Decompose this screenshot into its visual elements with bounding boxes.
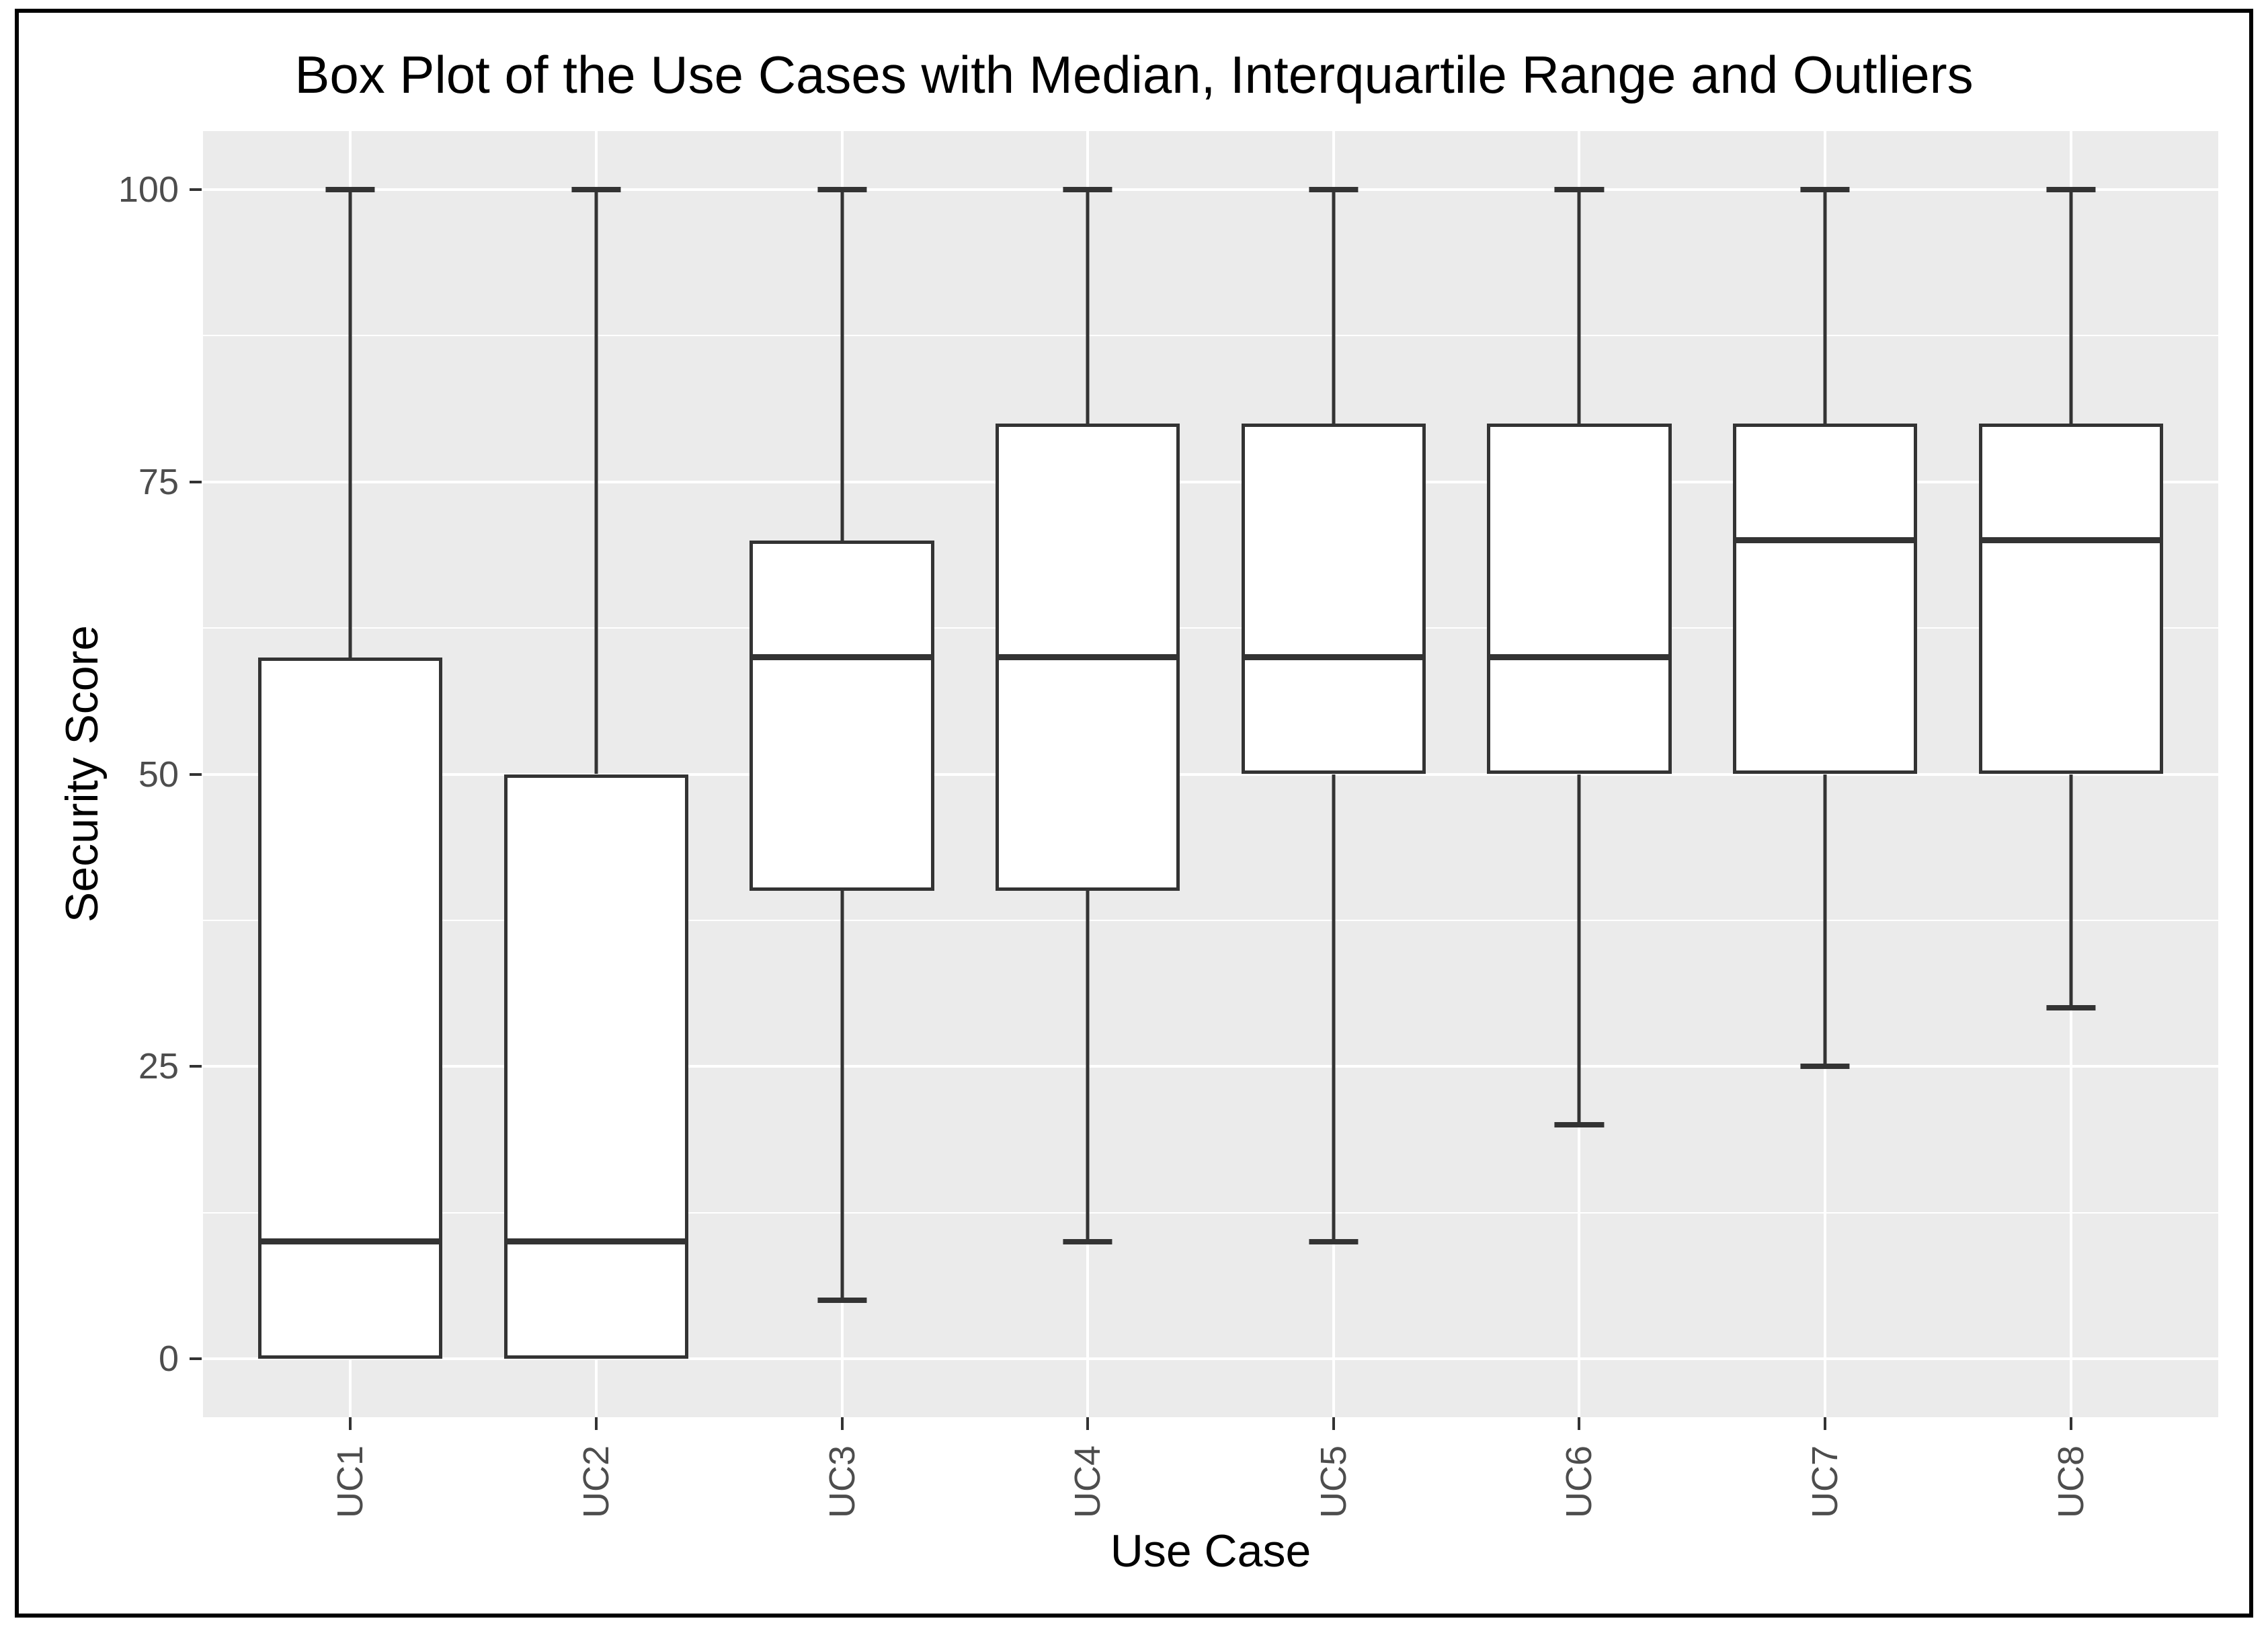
whisker-cap-upper <box>1554 186 1604 192</box>
y-tick-label: 50 <box>138 754 179 795</box>
whisker-lower <box>1823 774 1827 1067</box>
gridline-minor-horizontal <box>203 919 2218 921</box>
median-line-UC1 <box>258 1238 443 1245</box>
x-axis: UC1 UC2 UC3 UC4 UC5 UC6 UC7 UC8 <box>203 1417 2218 1619</box>
whisker-cap-upper <box>817 186 867 192</box>
gridline-major-horizontal <box>203 1065 2218 1068</box>
x-tick-label-UC4: UC4 <box>1067 1445 1108 1519</box>
iqr-box-UC1 <box>258 657 443 1359</box>
whisker-lower <box>1577 774 1581 1125</box>
whisker-cap-lower <box>1554 1122 1604 1128</box>
iqr-box-UC8 <box>1978 423 2163 774</box>
iqr-box-UC5 <box>1241 423 1426 774</box>
figure-border <box>15 9 2253 1618</box>
x-tick-label-UC5: UC5 <box>1313 1445 1354 1519</box>
x-tick-mark <box>1086 1417 1090 1430</box>
y-axis: 0 25 50 75 100 <box>0 131 203 1417</box>
y-tick-mark <box>190 1065 202 1068</box>
iqr-box-UC6 <box>1487 423 1672 774</box>
whisker-cap-upper <box>1063 186 1112 192</box>
whisker-cap-upper <box>325 186 375 192</box>
x-tick-mark <box>349 1417 352 1430</box>
median-line-UC8 <box>1978 537 2163 543</box>
whisker-upper <box>1086 189 1090 424</box>
gridline-minor-horizontal <box>203 627 2218 629</box>
gridline-minor-horizontal <box>203 1211 2218 1214</box>
chart-title: Box Plot of the Use Cases with Median, I… <box>294 45 1974 104</box>
iqr-box-UC7 <box>1732 423 1918 774</box>
median-line-UC4 <box>996 653 1180 660</box>
median-line-UC6 <box>1487 653 1672 660</box>
y-tick-mark <box>190 188 202 191</box>
median-line-UC3 <box>750 653 934 660</box>
y-tick-label: 25 <box>138 1046 179 1087</box>
x-tick-label-UC8: UC8 <box>2050 1445 2091 1519</box>
gridline-minor-horizontal <box>203 335 2218 337</box>
plot-panel <box>203 131 2218 1417</box>
gridline-major-horizontal <box>203 188 2218 191</box>
x-tick-mark <box>594 1417 598 1430</box>
whisker-cap-lower <box>2046 1005 2096 1011</box>
y-tick-label: 75 <box>138 461 179 502</box>
whisker-cap-upper <box>1309 186 1359 192</box>
whisker-lower <box>2069 774 2073 1008</box>
x-tick-label-UC1: UC1 <box>330 1445 371 1519</box>
x-tick-label-UC6: UC6 <box>1559 1445 1600 1519</box>
whisker-lower <box>1332 774 1336 1242</box>
y-tick-label: 100 <box>118 169 179 210</box>
whisker-cap-upper <box>2046 186 2096 192</box>
gridline-major-horizontal <box>203 772 2218 776</box>
x-tick-mark <box>2069 1417 2072 1430</box>
y-tick-mark <box>190 480 202 483</box>
whisker-cap-upper <box>1800 186 1850 192</box>
whisker-upper <box>1577 189 1581 424</box>
x-tick-label-UC3: UC3 <box>821 1445 862 1519</box>
whisker-cap-lower <box>1063 1239 1112 1245</box>
y-tick-mark <box>190 772 202 776</box>
whisker-upper <box>1332 189 1336 424</box>
median-line-UC5 <box>1241 653 1426 660</box>
median-line-UC7 <box>1732 537 1918 543</box>
gridline-major-horizontal <box>203 480 2218 483</box>
whisker-upper <box>2069 189 2073 424</box>
x-tick-label-UC7: UC7 <box>1805 1445 1846 1519</box>
whisker-cap-lower <box>817 1298 867 1304</box>
y-tick-mark <box>190 1357 202 1361</box>
x-axis-title: Use Case <box>1110 1525 1311 1577</box>
whisker-lower <box>840 891 844 1301</box>
median-line-UC2 <box>503 1238 689 1245</box>
whisker-lower <box>1086 891 1090 1242</box>
iqr-box-UC3 <box>750 540 934 891</box>
whisker-cap-lower <box>1800 1064 1850 1070</box>
x-tick-mark <box>1578 1417 1581 1430</box>
whisker-upper <box>594 189 598 774</box>
x-tick-mark <box>1332 1417 1335 1430</box>
y-tick-label: 0 <box>158 1339 179 1380</box>
whisker-upper <box>1823 189 1827 424</box>
x-tick-label-UC2: UC2 <box>575 1445 616 1519</box>
x-tick-mark <box>840 1417 844 1430</box>
whisker-cap-upper <box>571 186 621 192</box>
whisker-upper <box>840 189 844 541</box>
whisker-upper <box>348 189 352 658</box>
whisker-cap-lower <box>1309 1239 1359 1245</box>
iqr-box-UC2 <box>503 774 689 1359</box>
x-tick-mark <box>1824 1417 1827 1430</box>
gridline-major-horizontal <box>203 1357 2218 1361</box>
